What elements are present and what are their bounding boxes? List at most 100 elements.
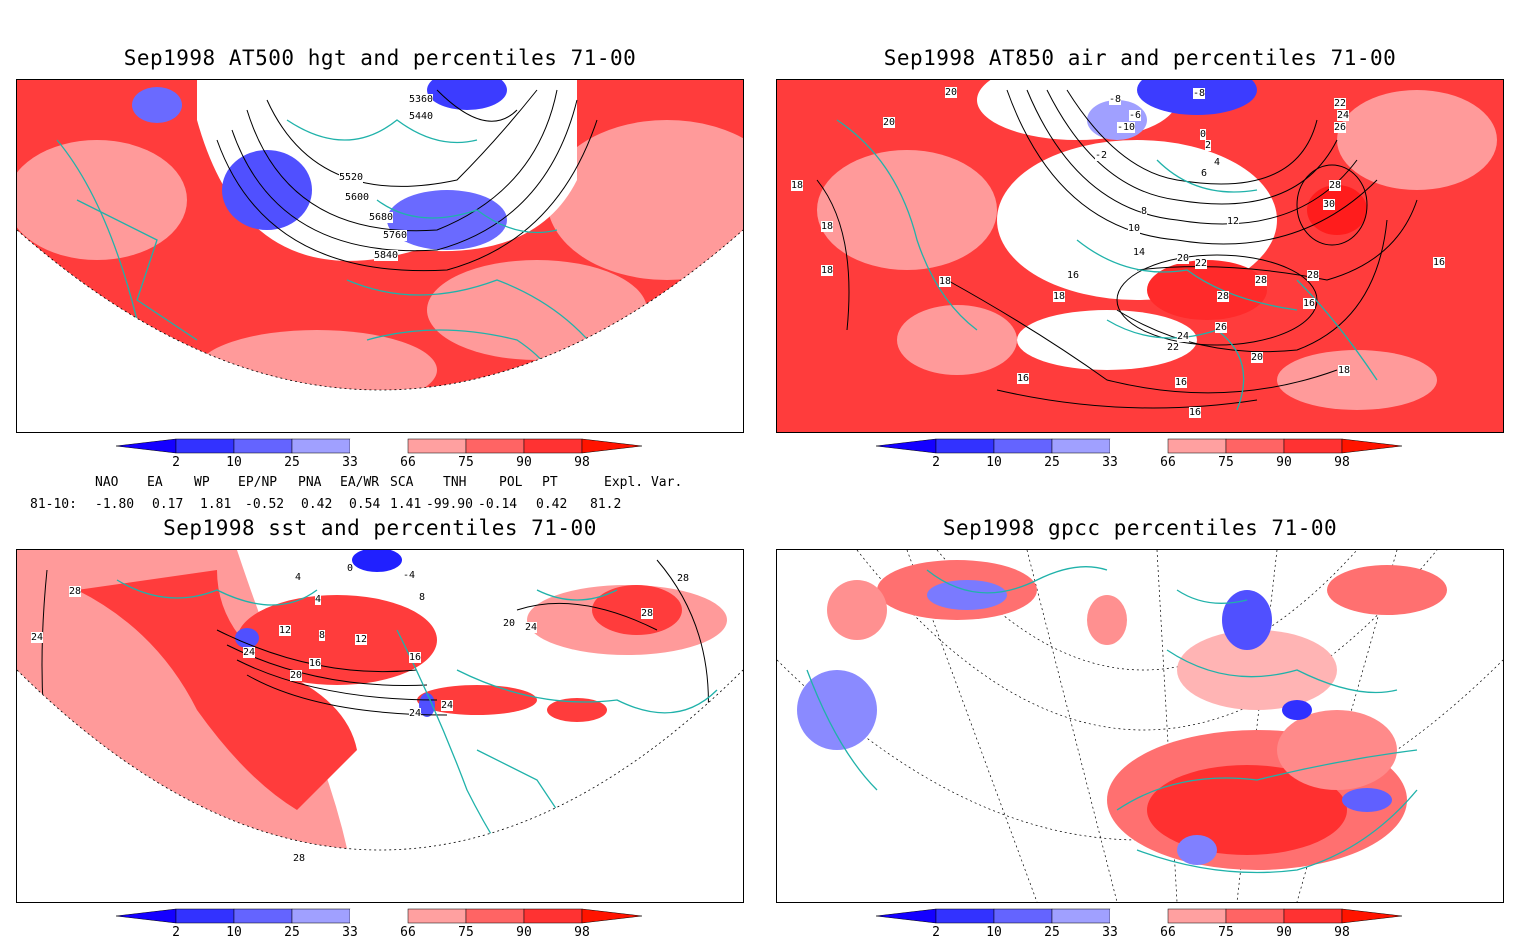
index-header: Expl. Var. <box>604 475 683 490</box>
colorbar-tick: 98 <box>1334 455 1350 470</box>
contour-label: 4 <box>295 572 302 583</box>
contour-label: 12 <box>355 634 368 645</box>
colorbar-tick: 25 <box>284 455 300 470</box>
index-value: 1.41 <box>390 497 422 512</box>
index-header: EA/WR <box>340 475 380 490</box>
contour-label: 5840 <box>374 250 399 261</box>
contour-label: 18 <box>939 276 952 287</box>
colorbar-tick: 33 <box>342 455 358 470</box>
colorbar-bottom-right: 2 10 25 33 66 75 90 98 <box>875 908 1406 940</box>
contour-label: 28 <box>1329 180 1342 191</box>
index-value: 0.42 <box>301 497 333 512</box>
contour-label: 18 <box>791 180 804 191</box>
contour-label: 5680 <box>369 212 394 223</box>
contour-label: 18 <box>1053 291 1066 302</box>
colorbar-tick: 90 <box>1276 455 1292 470</box>
colorbar-tick: 90 <box>1276 925 1292 940</box>
index-value: 81.2 <box>590 497 622 512</box>
colorbar-tick: 98 <box>1334 925 1350 940</box>
contour-label: 18 <box>821 221 834 232</box>
contour-label: 28 <box>1307 270 1320 281</box>
colorbar-swatch <box>115 908 643 924</box>
contour-label: 16 <box>409 652 422 663</box>
contour-label: 28 <box>677 573 690 584</box>
contour-label: 28 <box>1217 291 1230 302</box>
contour-label: 24 <box>1177 331 1190 342</box>
teleconnection-table: NAO EA WP EP/NP PNA EA/WR SCA TNH POL PT… <box>0 475 760 515</box>
contour-label: 16 <box>1433 257 1446 268</box>
contour-label: 8 <box>1141 206 1148 217</box>
colorbar-tick: 90 <box>516 925 532 940</box>
contour-label: 16 <box>309 658 322 669</box>
colorbar-tick: 33 <box>342 925 358 940</box>
contour-label: 14 <box>1133 247 1146 258</box>
map-panel-gpcc <box>776 549 1504 903</box>
index-value: 0.54 <box>349 497 381 512</box>
contour-label: 4 <box>315 594 322 605</box>
map-panel-sst: 28 24 0 4 -4 4 8 12 8 12 16 24 16 20 20 … <box>16 549 744 903</box>
contour-label: 24 <box>243 647 256 658</box>
contour-label: 12 <box>279 625 292 636</box>
contour-label: 6 <box>1201 168 1208 179</box>
colorbar-tick: 75 <box>1218 925 1234 940</box>
contour-label: 22 <box>1334 98 1347 109</box>
contour-label: 24 <box>409 708 422 719</box>
colorbar-tick: 33 <box>1102 455 1118 470</box>
contour-label: 0 <box>1200 129 1207 140</box>
contour-label: 22 <box>1195 258 1208 269</box>
contour-label: 16 <box>1189 407 1202 418</box>
contour-label: 0 <box>347 563 354 574</box>
row-label: 81-10: <box>30 497 77 512</box>
colorbar-tick: 66 <box>400 925 416 940</box>
contour-label: -4 <box>403 570 416 581</box>
colorbar-tick: 25 <box>284 925 300 940</box>
index-value: -0.52 <box>245 497 285 512</box>
colorbar-tick: 75 <box>458 455 474 470</box>
colorbar-swatch <box>875 908 1403 924</box>
contour-label: 16 <box>1017 373 1030 384</box>
colorbar-top-right: 2 10 25 33 66 75 90 98 <box>875 438 1406 470</box>
map-sst <box>17 550 743 902</box>
colorbar-tick: 33 <box>1102 925 1118 940</box>
contour-label: 28 <box>69 586 82 597</box>
contour-label: 20 <box>503 618 516 629</box>
index-value: -99.90 <box>426 497 473 512</box>
contour-label: 20 <box>945 87 958 98</box>
index-value: 0.17 <box>152 497 184 512</box>
contour-label: 2 <box>1205 140 1212 151</box>
contour-label: 18 <box>1338 365 1351 376</box>
map-panel-air: 20 20 -8 -8 -6 -10 -2 0 2 4 6 8 10 12 14… <box>776 79 1504 433</box>
index-header: NAO <box>95 475 119 490</box>
contour-label: 20 <box>1177 253 1190 264</box>
index-header: POL <box>499 475 523 490</box>
contour-label: 24 <box>525 622 538 633</box>
contour-label: 26 <box>1215 322 1228 333</box>
contour-label: 20 <box>290 670 303 681</box>
colorbar-tick: 90 <box>516 455 532 470</box>
contour-label: 4 <box>1214 157 1221 168</box>
colorbar-tick: 2 <box>172 925 180 940</box>
colorbar-swatch <box>115 438 643 454</box>
colorbar-tick: 66 <box>1160 925 1176 940</box>
index-value: -0.14 <box>478 497 518 512</box>
contour-label: -2 <box>1095 150 1108 161</box>
colorbar-tick: 98 <box>574 455 590 470</box>
contour-label: 16 <box>1303 298 1316 309</box>
colorbar-tick: 98 <box>574 925 590 940</box>
index-header: PT <box>542 475 558 490</box>
panel-title-sst: Sep1998 sst and percentiles 71-00 <box>163 516 597 540</box>
contour-label: 26 <box>1334 122 1347 133</box>
colorbar-tick: 75 <box>458 925 474 940</box>
panel-title-hgt: Sep1998 AT500 hgt and percentiles 71-00 <box>123 46 637 70</box>
contour-label: 5760 <box>383 230 408 241</box>
index-value: 0.42 <box>536 497 568 512</box>
contour-label: 20 <box>883 117 896 128</box>
colorbar-bottom-left: 2 10 25 33 66 75 90 98 <box>115 908 646 940</box>
panel-title-air: Sep1998 AT850 air and percentiles 71-00 <box>883 46 1397 70</box>
contour-label: 10 <box>1128 223 1141 234</box>
colorbar-tick: 25 <box>1044 925 1060 940</box>
colorbar-tick: 10 <box>226 455 242 470</box>
contour-label: 16 <box>1175 377 1188 388</box>
colorbar-top-left: 2 10 25 33 66 75 90 98 <box>115 438 646 470</box>
contour-label: 5520 <box>339 172 364 183</box>
